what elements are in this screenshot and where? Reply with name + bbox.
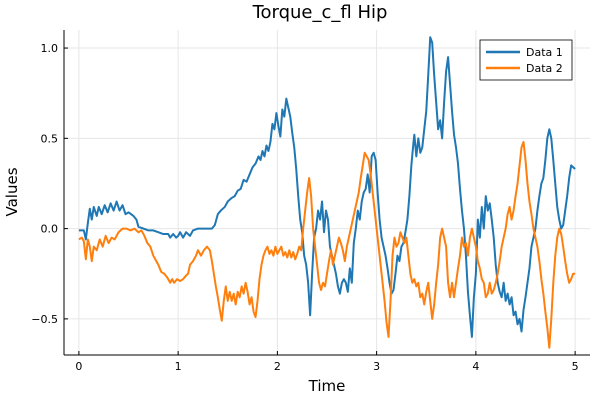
legend: Data 1 Data 2	[479, 39, 573, 81]
legend-label-data-1: Data 1	[526, 46, 563, 59]
legend-box	[479, 39, 573, 81]
y-tick-label: 0.0	[41, 223, 59, 236]
y-tick-label: 0.5	[41, 132, 59, 145]
x-tick-label: 4	[472, 360, 479, 373]
x-axis-label: Time	[308, 377, 346, 395]
chart-title: Torque_c_fl Hip	[252, 2, 388, 23]
y-tick-label: 1.0	[41, 42, 59, 55]
y-tick-label: −0.5	[31, 313, 58, 326]
y-axis-label: Values	[3, 167, 21, 216]
x-tick-label: 5	[572, 360, 579, 373]
x-tick-label: 2	[274, 360, 281, 373]
axes	[63, 30, 590, 356]
x-ticks: 0 1 2 3 4 5	[75, 351, 579, 373]
series-layer	[78, 36, 576, 349]
x-tick-label: 3	[373, 360, 380, 373]
x-tick-label: 0	[75, 360, 82, 373]
y-ticks: −0.5 0.0 0.5 1.0	[31, 42, 68, 326]
series-line-data-2	[78, 140, 576, 349]
series-line-data-1	[78, 36, 576, 338]
legend-label-data-2: Data 2	[526, 62, 563, 75]
x-tick-label: 1	[175, 360, 182, 373]
